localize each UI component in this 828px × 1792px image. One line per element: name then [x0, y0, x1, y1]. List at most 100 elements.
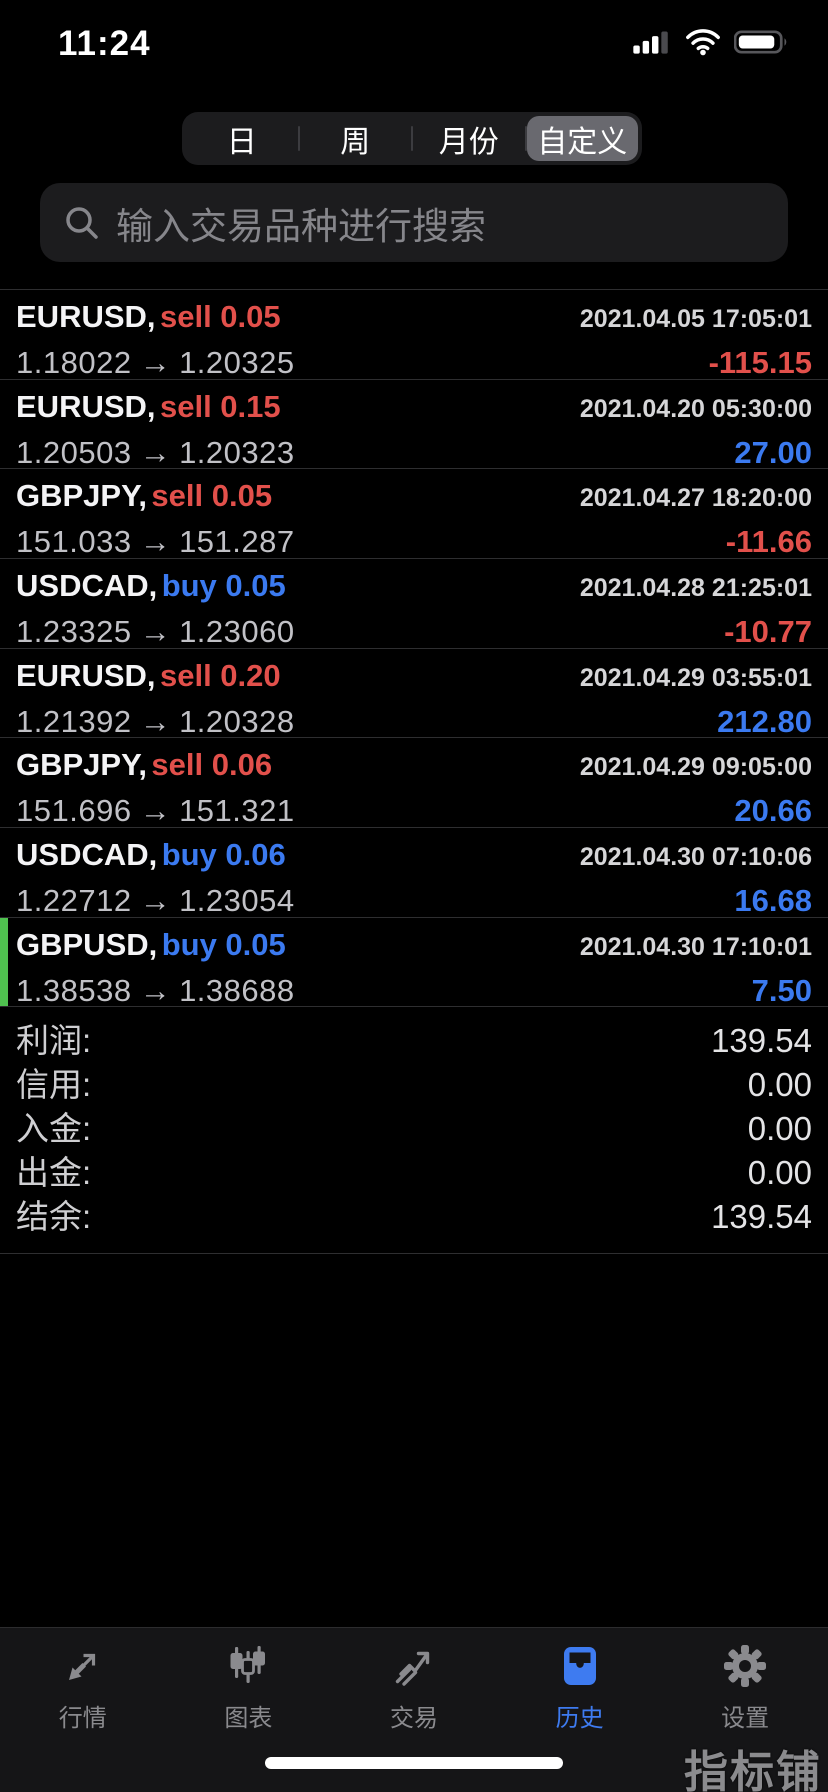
trade-icon: [395, 1651, 430, 1686]
trade-open-price: 1.22712: [16, 883, 132, 919]
summary-label: 信用:: [16, 1066, 92, 1103]
trade-row[interactable]: GBPJPY, sell 0.05 2021.04.27 18:20:00 15…: [0, 468, 828, 560]
trade-row[interactable]: EURUSD, sell 0.20 2021.04.29 03:55:01 1.…: [0, 647, 828, 739]
arrow-icon: →: [139, 972, 172, 1008]
trade-symbol: EURUSD,: [16, 299, 156, 334]
trade-close-price: 1.20323: [179, 434, 295, 470]
arrow-icon: →: [139, 524, 172, 560]
trade-row[interactable]: USDCAD, buy 0.05 2021.04.28 21:25:01 1.2…: [0, 558, 828, 650]
tab-month[interactable]: 月份: [438, 125, 499, 159]
trade-symbol: GBPJPY,: [16, 747, 147, 783]
trade-side: sell 0.05: [159, 299, 281, 334]
arrow-icon: →: [139, 345, 172, 380]
tab-label: 图表: [224, 1705, 273, 1732]
quotes-icon: [68, 1653, 95, 1680]
trade-profit: 16.68: [734, 883, 812, 919]
trade-open-price: 1.20503: [16, 434, 132, 470]
summary-value: 0.00: [747, 1110, 812, 1147]
trade-profit: -11.66: [725, 524, 812, 560]
cellular-signal-icon: [633, 31, 668, 54]
battery-icon: [734, 30, 787, 54]
search-input[interactable]: 输入交易品种进行搜索: [40, 183, 788, 262]
trade-symbol: EURUSD,: [16, 657, 156, 693]
trade-datetime: 2021.04.28 21:25:01: [579, 574, 812, 603]
trade-side: buy 0.06: [161, 837, 286, 873]
trade-side: sell 0.06: [151, 747, 273, 783]
tab-item-charts[interactable]: 图表: [173, 1642, 323, 1733]
summary-row-deposit: 入金: 0.00: [16, 1107, 812, 1151]
trade-close-price: 1.20328: [179, 703, 295, 739]
trade-open-price: 1.18022: [16, 345, 132, 380]
trade-profit: 20.66: [734, 793, 812, 829]
summary-row-withdrawal: 出金: 0.00: [16, 1151, 812, 1195]
summary-row-profit: 利润: 139.54: [16, 1019, 812, 1063]
trade-profit: -115.15: [708, 345, 812, 380]
arrow-icon: →: [139, 793, 172, 829]
segment-divider: [524, 126, 527, 151]
tab-day[interactable]: 日: [226, 125, 257, 159]
trade-close-price: 1.20325: [179, 345, 295, 380]
summary-row-credit: 信用: 0.00: [16, 1063, 812, 1107]
trade-row[interactable]: USDCAD, buy 0.06 2021.04.30 07:10:06 1.2…: [0, 827, 828, 919]
trade-side: sell 0.05: [151, 478, 273, 514]
tab-item-settings[interactable]: 设置: [670, 1642, 820, 1733]
trade-datetime: 2021.04.27 18:20:00: [579, 484, 812, 513]
trade-symbol: EURUSD,: [16, 388, 156, 424]
trade-row[interactable]: EURUSD, sell 0.05 2021.04.05 17:05:01 1.…: [0, 289, 828, 380]
tab-item-history[interactable]: 历史: [505, 1642, 655, 1733]
clock: 11:24: [58, 24, 151, 63]
trade-datetime: 2021.04.30 17:10:01: [579, 932, 812, 961]
search-placeholder: 输入交易品种进行搜索: [116, 205, 486, 247]
trade-profit: -10.77: [724, 614, 812, 650]
trade-open-price: 151.696: [16, 793, 132, 829]
tab-label: 交易: [389, 1705, 438, 1732]
watermark: 指标铺: [684, 1748, 822, 1792]
trade-profit: 212.80: [717, 703, 812, 739]
tab-label: 历史: [555, 1705, 604, 1732]
tab-item-trade[interactable]: 交易: [339, 1642, 489, 1733]
summary-row-balance: 结余: 139.54: [16, 1195, 812, 1239]
wifi-icon: [686, 29, 720, 56]
home-indicator[interactable]: [265, 1757, 563, 1769]
trade-datetime: 2021.04.20 05:30:00: [579, 394, 812, 423]
tab-item-quotes[interactable]: 行情: [8, 1642, 158, 1733]
trade-datetime: 2021.04.29 03:55:01: [579, 663, 812, 692]
tab-custom[interactable]: 自定义: [526, 116, 638, 161]
account-summary: 利润: 139.54 信用: 0.00 入金: 0.00 出金: 0.00 结余…: [0, 1007, 828, 1254]
trade-side: sell 0.15: [159, 388, 281, 424]
trade-symbol: USDCAD,: [16, 837, 158, 873]
trade-close-price: 1.38688: [179, 972, 295, 1008]
charts-icon: [230, 1646, 266, 1683]
trade-side: buy 0.05: [161, 568, 286, 604]
period-segmented-control: 日 周 月份 自定义: [182, 112, 642, 165]
segment-divider: [297, 126, 300, 151]
summary-value: 0.00: [747, 1066, 812, 1103]
summary-value: 139.54: [711, 1198, 812, 1235]
trade-side: sell 0.20: [159, 657, 281, 693]
trade-row-selected[interactable]: GBPUSD, buy 0.05 2021.04.30 17:10:01 1.3…: [0, 916, 828, 1008]
arrow-icon: →: [139, 883, 172, 919]
summary-value: 0.00: [747, 1154, 812, 1191]
tab-label: 行情: [58, 1705, 107, 1732]
trade-close-price: 151.321: [179, 793, 295, 829]
trade-symbol: GBPJPY,: [16, 478, 147, 514]
summary-label: 入金:: [16, 1110, 92, 1147]
summary-value: 139.54: [711, 1022, 812, 1059]
trade-profit: 27.00: [734, 434, 812, 470]
trade-datetime: 2021.04.29 09:05:00: [579, 753, 812, 782]
trade-row[interactable]: GBPJPY, sell 0.06 2021.04.29 09:05:00 15…: [0, 737, 828, 829]
trade-close-price: 151.287: [179, 524, 295, 560]
trade-open-price: 1.38538: [16, 972, 132, 1008]
trade-open-price: 1.23325: [16, 614, 132, 650]
trade-open-price: 151.033: [16, 524, 132, 560]
summary-label: 出金:: [16, 1154, 92, 1191]
tab-week[interactable]: 周: [340, 125, 371, 159]
trade-datetime: 2021.04.30 07:10:06: [579, 843, 812, 872]
trade-row[interactable]: EURUSD, sell 0.15 2021.04.20 05:30:00 1.…: [0, 378, 828, 470]
summary-label: 结余:: [16, 1198, 92, 1235]
segment-divider: [411, 126, 413, 151]
status-bar: 11:24: [0, 0, 828, 88]
search-icon: [66, 206, 98, 239]
trade-profit: 7.50: [751, 972, 812, 1008]
